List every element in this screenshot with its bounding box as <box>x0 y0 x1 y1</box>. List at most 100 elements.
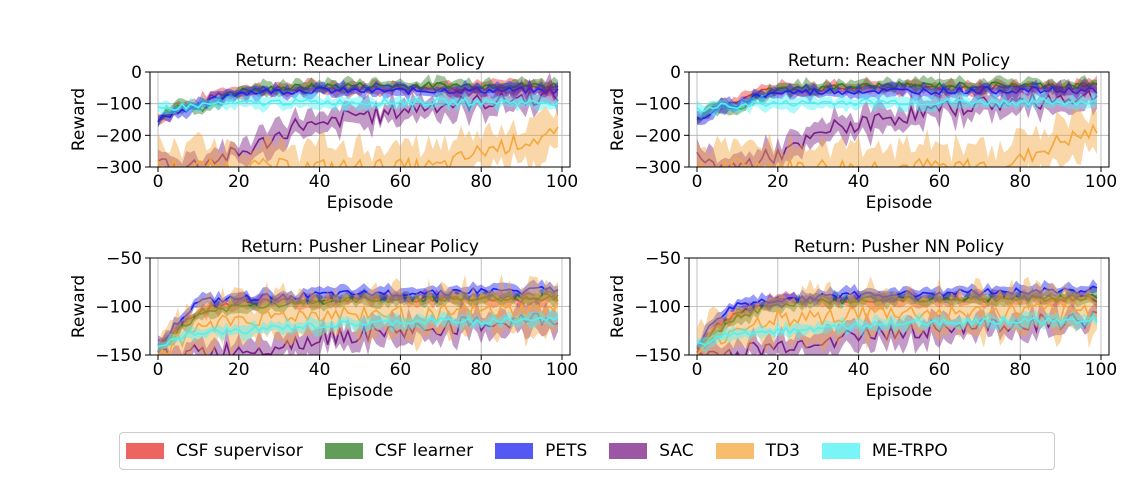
series-band <box>158 72 558 167</box>
legend-swatch <box>609 443 648 459</box>
y-axis-label: Reward <box>69 275 89 338</box>
x-tick-label: 0 <box>153 172 164 192</box>
legend-label: ME-TRPO <box>871 441 948 461</box>
x-axis-label: Episode <box>866 381 933 401</box>
series-band <box>158 288 558 355</box>
series-band <box>158 74 558 128</box>
series-line <box>698 123 1098 167</box>
series-band <box>697 90 1097 119</box>
series-line <box>157 286 559 346</box>
x-axis-label: Episode <box>327 381 394 401</box>
series-line <box>157 126 559 167</box>
legend-label: SAC <box>659 441 694 461</box>
y-axis-label: Reward <box>69 88 89 151</box>
series-band <box>697 299 1097 355</box>
chart-title: Return: Reacher Linear Policy <box>235 51 485 71</box>
legend-swatch <box>324 443 363 459</box>
y-tick-label: −200 <box>634 126 681 146</box>
x-tick-label: 60 <box>929 360 951 380</box>
y-axis-label: Reward <box>608 88 628 151</box>
series-band <box>158 296 558 355</box>
series-line <box>157 294 559 353</box>
plot-frame <box>149 71 571 168</box>
series-line <box>696 302 1098 355</box>
chart-legend: CSF supervisor CSF learner PETS SAC TD3 … <box>119 432 1055 470</box>
subplot-1: 0 20 40 60 80 100 0 −100 −200 −300 Return: Reacher… <box>69 51 578 213</box>
series-line <box>157 315 559 348</box>
x-tick-label: 100 <box>546 360 578 380</box>
x-tick-label: 80 <box>1009 360 1031 380</box>
x-tick-label: 60 <box>390 360 412 380</box>
legend-label: TD3 <box>765 441 800 461</box>
chart-title: Return: Reacher NN Policy <box>788 51 1010 71</box>
series-band <box>158 106 558 167</box>
legend-label: CSF supervisor <box>176 441 303 461</box>
y-tick-label: −100 <box>95 95 142 115</box>
x-tick-label: 40 <box>848 172 870 192</box>
series-band <box>158 78 558 128</box>
legend-item-csf-learner: CSF learner <box>324 441 474 461</box>
y-tick-label: −100 <box>634 298 681 318</box>
series-line <box>157 97 559 112</box>
series-band <box>158 273 558 355</box>
series-band <box>697 279 1097 351</box>
y-tick-label: −100 <box>95 298 142 318</box>
y-tick-label: −300 <box>95 158 142 178</box>
series-band <box>697 309 1097 354</box>
x-tick-label: 80 <box>470 360 492 380</box>
x-tick-label: 0 <box>692 172 703 192</box>
x-tick-label: 20 <box>228 360 250 380</box>
x-tick-label: 20 <box>767 172 789 192</box>
x-tick-label: 0 <box>153 360 164 380</box>
subplot-2: 0 20 40 60 80 100 0 −100 −200 −300 Return: Reacher… <box>608 51 1117 213</box>
x-tick-label: 100 <box>546 172 578 192</box>
series-band <box>158 279 558 350</box>
y-tick-label: −150 <box>634 346 681 366</box>
chart-title: Return: Pusher NN Policy <box>794 237 1005 257</box>
x-axis-label: Episode <box>866 193 933 213</box>
y-tick-label: −300 <box>634 158 681 178</box>
series-line <box>157 312 559 355</box>
x-tick-label: 80 <box>1009 172 1031 192</box>
x-tick-label: 100 <box>1085 360 1117 380</box>
x-tick-label: 20 <box>228 172 250 192</box>
series-line <box>696 314 1098 347</box>
legend-swatch <box>126 443 164 459</box>
series-band <box>158 308 558 352</box>
x-tick-label: 60 <box>390 172 412 192</box>
legend-swatch <box>715 443 754 459</box>
series-line <box>157 292 559 352</box>
series-line <box>696 285 1098 348</box>
x-tick-label: 60 <box>929 172 951 192</box>
legend-item-csf-supervisor: CSF supervisor <box>126 441 303 461</box>
series-line <box>696 85 1098 120</box>
y-tick-label: −200 <box>95 126 142 146</box>
y-tick-label: −50 <box>106 249 142 269</box>
legend-label: CSF learner <box>374 441 474 461</box>
legend-label: PETS <box>545 441 588 461</box>
y-axis-label: Reward <box>608 275 628 338</box>
series-line <box>696 293 1098 350</box>
chart-title: Return: Pusher Linear Policy <box>241 237 479 257</box>
series-line <box>157 83 558 121</box>
x-tick-label: 80 <box>470 172 492 192</box>
plot-frame <box>688 71 1110 168</box>
legend-item-sac: SAC <box>609 441 694 461</box>
subplot-4: 0 20 40 60 80 100 −50 −100 −150 Return: Pusher NN… <box>608 237 1117 401</box>
series-line <box>696 97 1098 113</box>
series-line <box>696 89 1098 167</box>
y-tick-label: 0 <box>670 63 681 83</box>
plot-frame <box>688 257 1110 356</box>
series-band <box>697 276 1097 355</box>
plot-frame <box>149 257 571 356</box>
legend-item-me-trpo: ME-TRPO <box>821 441 948 461</box>
y-tick-label: −100 <box>634 95 681 115</box>
y-tick-label: −150 <box>95 346 142 366</box>
x-tick-label: 0 <box>692 360 703 380</box>
y-tick-label: −50 <box>645 249 681 269</box>
series-band <box>697 288 1097 355</box>
x-tick-label: 100 <box>1085 172 1117 192</box>
series-line <box>158 301 559 355</box>
y-tick-label: 0 <box>131 63 142 83</box>
